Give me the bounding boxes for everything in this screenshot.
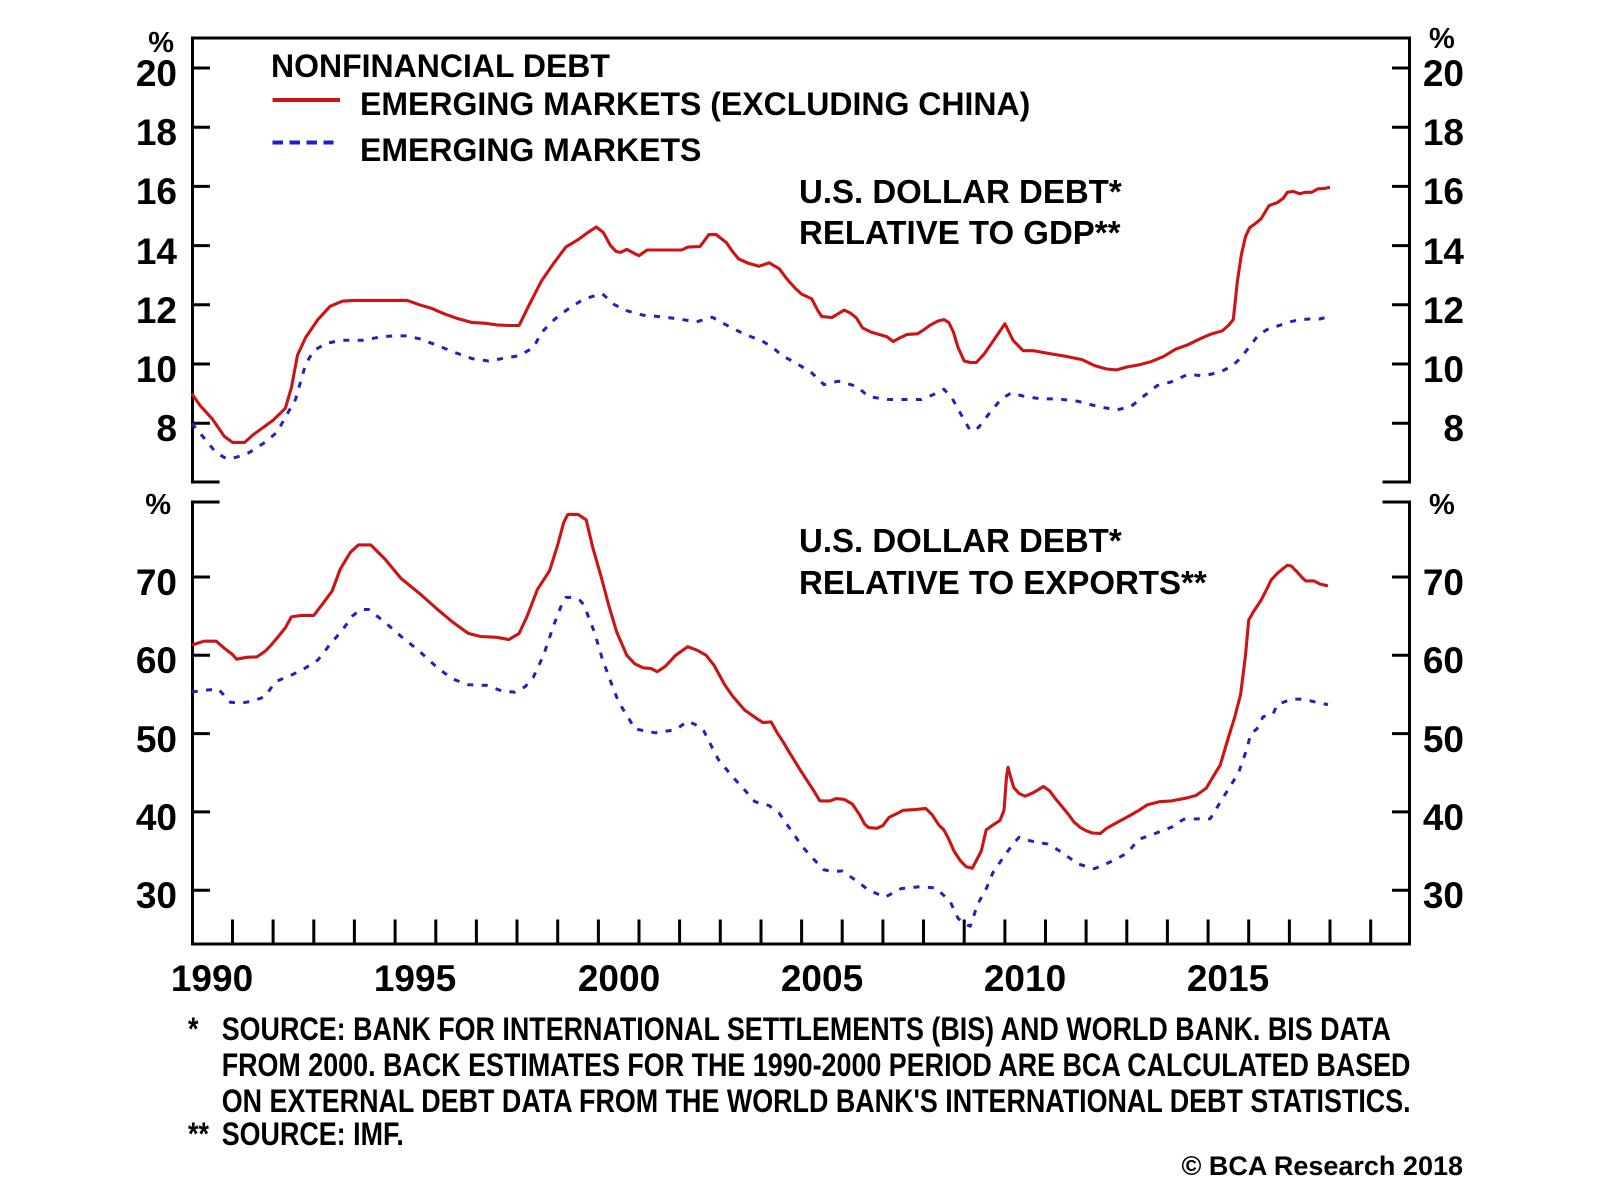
svg-text:SOURCE: BANK FOR INTERNATIONAL: SOURCE: BANK FOR INTERNATIONAL SETTLEMEN…: [222, 1012, 1391, 1048]
svg-text:NONFINANCIAL DEBT: NONFINANCIAL DEBT: [271, 48, 610, 84]
svg-text:60: 60: [136, 640, 177, 681]
svg-text:2000: 2000: [578, 958, 660, 999]
svg-text:U.S. DOLLAR DEBT*: U.S. DOLLAR DEBT*: [799, 522, 1122, 559]
svg-text:40: 40: [136, 797, 177, 838]
svg-text:2005: 2005: [781, 958, 863, 999]
svg-text:%: %: [148, 27, 174, 59]
svg-text:10: 10: [1423, 349, 1464, 390]
svg-text:70: 70: [136, 562, 177, 603]
svg-text:20: 20: [136, 53, 177, 94]
svg-text:U.S. DOLLAR DEBT*: U.S. DOLLAR DEBT*: [799, 173, 1122, 210]
svg-text:50: 50: [136, 719, 177, 760]
svg-text:EMERGING MARKETS: EMERGING MARKETS: [360, 132, 701, 168]
svg-text:60: 60: [1423, 640, 1464, 681]
svg-text:8: 8: [156, 408, 177, 449]
svg-text:SOURCE: IMF.: SOURCE: IMF.: [222, 1117, 404, 1153]
svg-text:%: %: [1429, 23, 1455, 55]
svg-text:%: %: [1429, 489, 1455, 521]
svg-text:16: 16: [1423, 171, 1464, 212]
svg-text:2015: 2015: [1187, 958, 1269, 999]
svg-text:1990: 1990: [171, 958, 253, 999]
svg-text:20: 20: [1423, 53, 1464, 94]
svg-text:%: %: [145, 489, 171, 521]
svg-text:**: **: [188, 1117, 209, 1153]
svg-text:RELATIVE TO GDP**: RELATIVE TO GDP**: [799, 214, 1121, 251]
svg-text:50: 50: [1423, 719, 1464, 760]
svg-text:© BCA Research 2018: © BCA Research 2018: [1181, 1151, 1463, 1181]
svg-text:ON EXTERNAL DEBT DATA FROM THE: ON EXTERNAL DEBT DATA FROM THE WORLD BAN…: [222, 1084, 1411, 1120]
svg-text:14: 14: [136, 231, 178, 272]
svg-text:FROM 2000. BACK ESTIMATES FOR: FROM 2000. BACK ESTIMATES FOR THE 1990-2…: [222, 1048, 1411, 1084]
svg-text:10: 10: [136, 349, 177, 390]
svg-text:2010: 2010: [984, 958, 1066, 999]
svg-text:8: 8: [1443, 408, 1464, 449]
svg-text:18: 18: [136, 112, 177, 153]
svg-text:30: 30: [136, 875, 177, 916]
svg-text:1995: 1995: [374, 958, 456, 999]
svg-text:40: 40: [1423, 797, 1464, 838]
svg-text:12: 12: [1423, 290, 1464, 331]
svg-text:16: 16: [136, 171, 177, 212]
svg-text:RELATIVE TO EXPORTS**: RELATIVE TO EXPORTS**: [799, 564, 1207, 601]
svg-text:12: 12: [136, 290, 177, 331]
svg-text:14: 14: [1423, 231, 1465, 272]
svg-text:EMERGING MARKETS (EXCLUDING CH: EMERGING MARKETS (EXCLUDING CHINA): [360, 86, 1030, 122]
svg-text:70: 70: [1423, 562, 1464, 603]
svg-text:*: *: [188, 1012, 199, 1048]
svg-text:30: 30: [1423, 875, 1464, 916]
svg-text:18: 18: [1423, 112, 1464, 153]
